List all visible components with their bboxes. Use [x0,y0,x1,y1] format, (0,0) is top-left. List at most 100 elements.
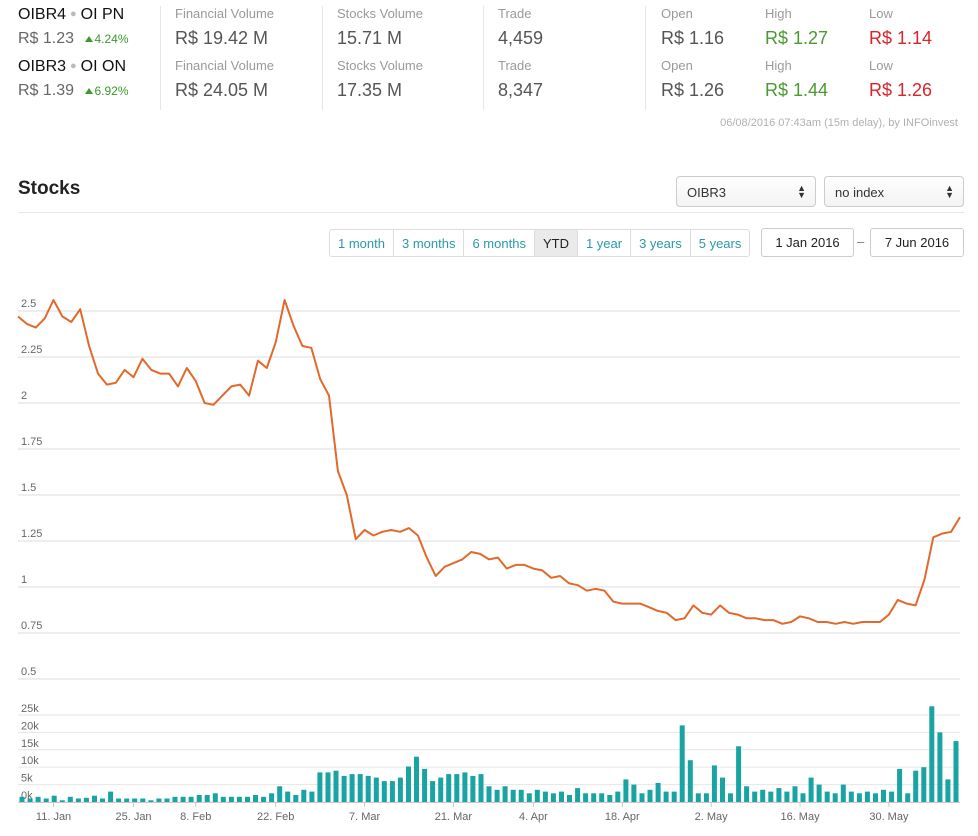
volume-bar [816,784,822,802]
volume-bar [19,796,25,802]
volume-bar [156,798,162,802]
ticker-cell: OIBR4 ● OI PN R$ 1.23 4.24% [18,6,158,48]
ticker-symbol[interactable]: OIBR4 [18,6,67,23]
volume-bar [583,793,589,802]
financial-volume-cell: Financial Volume R$ 24.05 M [175,58,274,101]
stock-chart[interactable]: 0.50.7511.251.51.7522.252.50k5k10k15k20k… [0,290,978,830]
stocks-volume-cell: Stocks Volume 15.71 M [337,6,423,49]
volume-bar [430,781,436,802]
volume-bar [317,772,323,802]
x-tick-label: 11. Jan [36,811,71,823]
volume-bar [269,793,275,802]
date-from-input[interactable]: 1 Jan 2016 [761,228,854,257]
open-label: Open [661,58,693,73]
column-divider [322,6,323,110]
volume-bar [148,800,154,802]
tab-3-months[interactable]: 3 months [394,230,465,256]
volume-bar [567,795,572,802]
volume-bar [768,791,774,802]
tab-3-years[interactable]: 3 years [631,230,691,256]
index-select[interactable]: no index ▲ ▼ [824,176,964,207]
tab-6-months[interactable]: 6 months [464,230,535,256]
price-tick-label: 0.5 [21,666,36,678]
high-label: High [765,58,792,73]
volume-bar [663,791,669,802]
volume-bar [357,774,363,802]
volume-bar [59,800,65,802]
volume-bar [856,793,862,802]
volume-bar [591,793,597,802]
volume-bar [285,791,291,802]
volume-bar [116,798,122,802]
ticker-cell: OIBR3 ● OI ON R$ 1.39 6.92% [18,58,158,100]
volume-bar [840,784,846,802]
x-tick-label: 25. Jan [115,811,151,823]
stocks-volume-value: 17.35 M [337,80,403,100]
tab-5-years[interactable]: 5 years [698,236,742,251]
volume-bar [534,789,540,802]
volume-bar [108,791,114,802]
volume-bar [687,760,693,802]
volume-bar [679,725,685,802]
volume-bar [51,795,57,802]
select-arrows-icon: ▲ ▼ [945,183,954,200]
high-value: R$ 1.27 [765,28,829,48]
price-series-line [17,299,961,625]
volume-bar [261,796,267,802]
quote-summary: OIBR4 ● OI PN R$ 1.23 4.24% Financial Volu… [0,0,978,135]
volume-bar [720,777,725,802]
volume-bar [100,798,105,802]
volume-bar [631,784,637,802]
volume-bar [164,798,170,802]
ticker-symbol[interactable]: OIBR3 [18,58,67,75]
volume-bar [881,789,886,802]
volume-bar [204,795,210,802]
x-tick-label: 21. Mar [435,811,473,823]
tab-1-month[interactable]: 1 month [330,230,394,256]
ticker-name: OI PN [80,6,125,23]
volume-bar [607,795,613,802]
volume-bar [188,796,194,802]
volume-bar [75,798,81,802]
tab-1-year[interactable]: 1 year [578,230,632,256]
x-tick-label: 7. Mar [349,811,381,823]
low-value: R$ 1.14 [869,28,933,48]
volume-bar [27,798,33,802]
volume-bar [526,793,532,802]
price-tick-label: 1.75 [21,436,42,448]
volume-bar [325,772,331,802]
x-tick-label: 8. Feb [180,811,211,823]
section-divider [18,212,964,213]
high-value: R$ 1.44 [765,80,829,100]
volume-bar [703,793,709,802]
open-value: R$ 1.16 [661,28,725,48]
volume-bar [776,788,782,802]
price-tick-label: 1.25 [21,528,42,540]
volume-bar [349,774,355,802]
last-price: R$ 1.23 [18,30,75,47]
date-to-input[interactable]: 7 Jun 2016 [870,228,964,257]
volume-bar [575,788,581,802]
volume-bar [486,786,492,802]
volume-bar [639,793,645,802]
volume-bar [333,770,339,802]
volume-bar [454,774,460,802]
x-tick-label: 22. Feb [257,811,294,823]
volume-bar [760,789,766,802]
open-value: R$ 1.26 [661,80,725,100]
price-tick-label: 2.5 [21,298,36,310]
stock-select[interactable]: OIBR3 ▲ ▼ [676,176,816,207]
tab-ytd[interactable]: YTD [534,230,578,256]
volume-bar [470,775,476,802]
volume-bar [800,793,806,802]
quote-row-oibr4: OIBR4 ● OI PN R$ 1.23 4.24% Financial Volu… [0,6,978,58]
volume-bar [309,791,315,802]
volume-bar [695,793,701,802]
volume-bar [462,772,468,802]
volume-bar [864,791,870,802]
volume-bar [784,791,790,802]
volume-bar [397,777,403,802]
trade-value: 4,459 [498,28,544,48]
volume-bar [929,706,935,802]
volume-bar [389,781,395,802]
